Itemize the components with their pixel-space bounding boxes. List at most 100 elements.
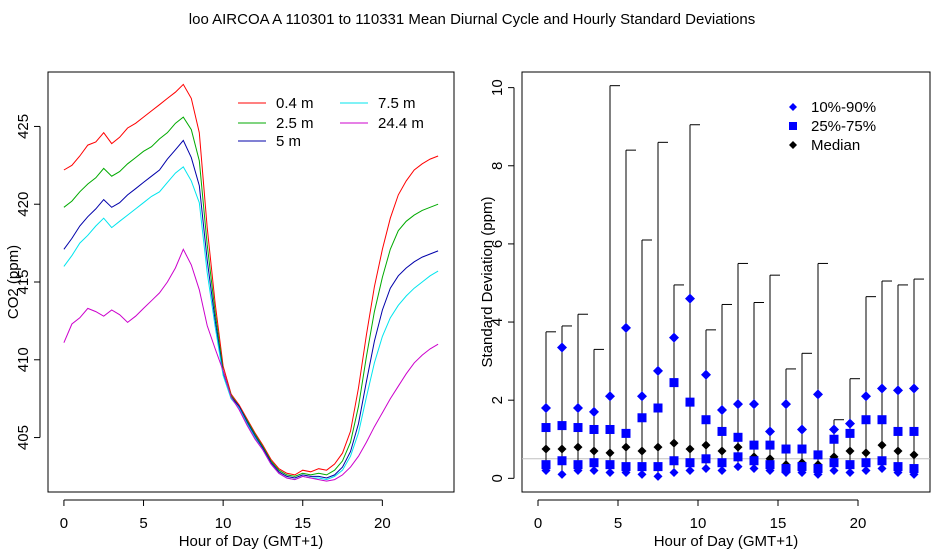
p75-point <box>781 444 791 454</box>
p90-point <box>621 322 631 333</box>
right-panel: 0 5 10 15 20 0 2 4 6 8 10 Hour of Day (GMT+1) Sta… <box>479 71 931 550</box>
median-point <box>653 442 663 452</box>
p75-point <box>573 423 583 433</box>
median-point <box>909 450 919 460</box>
p10-point <box>893 467 903 477</box>
p25-point <box>653 462 663 472</box>
p10-point <box>621 467 631 477</box>
x-tick-label: 10 <box>690 515 707 532</box>
left-y-axis-label: CO2 (ppm) <box>5 245 22 319</box>
p75-point <box>605 424 615 434</box>
x-tick-label: 5 <box>139 515 147 532</box>
p75-point <box>733 432 743 442</box>
p10-point <box>797 467 807 477</box>
p25-point <box>605 460 615 470</box>
p90-point <box>605 391 615 402</box>
y-tick-label: 410 <box>15 347 32 372</box>
p90-point <box>893 385 903 396</box>
left-series-lines <box>63 83 439 482</box>
series-line-2 <box>63 139 439 479</box>
p75-point <box>861 415 871 425</box>
p25-point <box>669 456 679 466</box>
p75-point <box>701 415 711 425</box>
y-tick-label: 415 <box>15 269 32 294</box>
p90-point <box>669 332 679 343</box>
y-tick-label: 405 <box>15 425 32 450</box>
x-tick-label: 10 <box>215 515 232 532</box>
p90-point <box>781 399 791 410</box>
x-tick-label: 0 <box>60 515 68 532</box>
p90-point <box>829 424 839 435</box>
p25-point <box>909 464 919 474</box>
p25-point <box>813 464 823 474</box>
median-point <box>637 446 647 456</box>
right-legend: 10%-90% 25%-75% Median <box>789 99 876 154</box>
p10-point <box>541 466 551 476</box>
series-line-1 <box>63 116 439 477</box>
x-tick-label: 20 <box>850 515 867 532</box>
p90-point <box>845 418 855 429</box>
p10-point <box>573 466 583 476</box>
p10-point <box>829 466 839 476</box>
p75-point <box>877 415 887 425</box>
p75-point <box>685 397 695 407</box>
p10-point <box>733 462 743 472</box>
p90-point <box>589 406 599 417</box>
legend-marker <box>789 141 797 149</box>
p75-point <box>749 440 759 450</box>
median-point <box>861 448 871 458</box>
median-point <box>669 438 679 448</box>
left-x-ticks: 0 5 10 15 20 <box>60 499 391 532</box>
left-legend: 0.4 m 2.5 m5 m 7.5 m 24.4 m <box>238 95 424 150</box>
right-plot-frame <box>521 71 931 493</box>
p10-point <box>781 467 791 477</box>
x-tick-label: 5 <box>614 515 622 532</box>
p10-point <box>813 469 823 479</box>
p25-point <box>637 462 647 472</box>
p25-point <box>797 462 807 472</box>
figure-title: loo AIRCOA A 110301 to 110331 Mean Diurn… <box>189 11 755 28</box>
median-point <box>845 446 855 456</box>
p90-point <box>637 391 647 402</box>
right-y-axis-label: Standard Deviation (ppm) <box>479 197 496 368</box>
p10-point <box>669 467 679 477</box>
p25-point <box>573 460 583 470</box>
y-tick-label: 4 <box>489 318 506 326</box>
p75-point <box>653 403 663 413</box>
p25-point <box>701 454 711 464</box>
p10-point <box>637 469 647 479</box>
p25-point <box>845 460 855 470</box>
legend-label: 24.4 m <box>378 115 424 132</box>
p25-point <box>557 456 567 466</box>
p90-point <box>797 424 807 435</box>
median-point <box>717 446 727 456</box>
p25-point <box>749 456 759 466</box>
p25-point <box>717 458 727 468</box>
p90-point <box>861 391 871 402</box>
x-tick-label: 15 <box>294 515 311 532</box>
p75-point <box>813 450 823 460</box>
median-point <box>589 446 599 456</box>
p75-point <box>845 428 855 438</box>
median-point <box>893 446 903 456</box>
y-tick-label: 425 <box>15 114 32 139</box>
p10-point <box>717 466 727 476</box>
p10-point <box>685 466 695 476</box>
p10-point <box>605 467 615 477</box>
p90-point <box>653 365 663 376</box>
y-tick-label: 10 <box>489 79 506 96</box>
p25-point <box>621 462 631 472</box>
p25-point <box>861 458 871 468</box>
p75-point <box>893 426 903 436</box>
p90-point <box>877 383 887 394</box>
p90-point <box>557 342 567 353</box>
p75-point <box>589 424 599 434</box>
p75-point <box>621 428 631 438</box>
p75-point <box>637 413 647 423</box>
median-point <box>733 442 743 452</box>
legend-label: 7.5 m <box>378 95 416 112</box>
p75-point <box>797 444 807 454</box>
p90-point <box>685 293 695 304</box>
p75-point <box>669 378 679 388</box>
p90-point <box>701 369 711 380</box>
